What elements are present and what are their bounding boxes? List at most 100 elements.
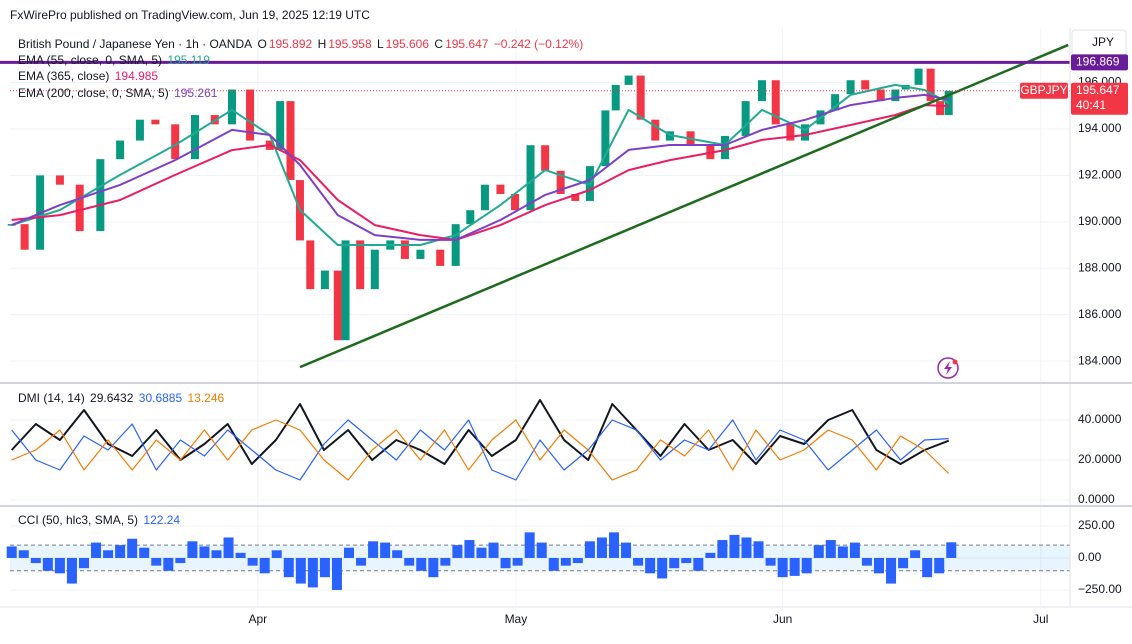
last-price-box <box>1071 82 1128 115</box>
y-tick-label: −250.00 <box>1078 582 1122 596</box>
candle <box>246 89 255 141</box>
ohlc-value: 195.892 <box>268 37 313 51</box>
cci-bar <box>163 557 174 571</box>
price-legend: British Pound / Japanese Yen · 1h · OAND… <box>18 37 585 51</box>
candle <box>831 94 840 111</box>
cci-bar <box>837 546 848 558</box>
cci-bar <box>54 557 65 574</box>
y-tick-label: 192.000 <box>1078 168 1122 182</box>
candle <box>611 84 620 111</box>
cci-bar <box>30 557 41 564</box>
candle <box>341 240 350 341</box>
cci-bar <box>500 557 511 569</box>
ohlc-label: C <box>434 37 444 51</box>
candle <box>436 249 445 266</box>
cci-bar <box>584 541 595 558</box>
candle <box>356 240 365 290</box>
candle <box>651 119 660 141</box>
cci-bar <box>633 557 644 566</box>
indicator-value: 195.261 <box>174 86 218 100</box>
indicator-value: 122.24 <box>143 513 181 527</box>
ohlc-label: O <box>257 37 267 51</box>
candle <box>861 80 870 90</box>
indicator-value: 30.6885 <box>138 391 183 405</box>
cci-bar <box>464 540 475 558</box>
candle <box>511 193 520 211</box>
ohlc-value: 195.647 <box>445 37 489 51</box>
cci-bar <box>548 557 559 571</box>
candle <box>171 124 180 160</box>
price-change: −0.242 (−0.12%) <box>493 37 584 51</box>
y-tick-label: 188.000 <box>1078 260 1122 274</box>
candle <box>306 240 315 290</box>
candle <box>846 80 855 95</box>
candle <box>20 224 29 250</box>
dmi-legend: DMI (14, 14) 29.6432 30.6885 13.246 <box>18 391 226 405</box>
cci-bar <box>139 547 150 558</box>
series-line <box>11 419 949 481</box>
cci-bar <box>946 542 957 558</box>
alert-dot <box>952 359 958 365</box>
cci-bar <box>705 552 716 558</box>
candle <box>227 89 236 125</box>
cci-bar <box>898 557 909 569</box>
candle <box>571 193 580 201</box>
x-tick-label: Jun <box>773 612 792 626</box>
cci-bar <box>331 557 342 590</box>
indicator-legend: EMA (55, close, 0, SMA, 5) 195.119 <box>18 53 212 67</box>
cci-bar <box>596 537 607 558</box>
x-tick-label: May <box>505 612 528 626</box>
x-tick-label: Jul <box>1033 612 1048 626</box>
cci-bar <box>187 541 198 558</box>
candle <box>876 89 885 102</box>
cci-bar <box>103 550 114 558</box>
alert-icon-bolt <box>944 361 952 375</box>
candle <box>891 89 900 102</box>
series-line <box>11 83 950 246</box>
candle <box>55 175 64 185</box>
cci-bar <box>488 542 499 558</box>
cci-bar <box>416 557 427 571</box>
indicator-name: CCI (50, hlc3, SMA, 5) <box>18 513 139 527</box>
trendline <box>299 43 1069 369</box>
candle <box>480 184 489 211</box>
cci-bar <box>753 541 764 558</box>
cci-bar <box>572 557 583 564</box>
marks-layer <box>0 43 1070 590</box>
y-tick-label: 20.0000 <box>1078 452 1122 466</box>
series-line <box>10 399 950 465</box>
indicator-value: 195.119 <box>167 53 210 67</box>
ohlc-label: H <box>317 37 327 51</box>
candle <box>771 80 780 125</box>
cci-bar <box>307 557 318 588</box>
cci-bar <box>825 540 836 558</box>
cci-bar <box>560 557 571 566</box>
cci-bar <box>78 557 89 569</box>
cci-bar <box>392 550 403 558</box>
y-tick-label: 0.00 <box>1078 550 1102 564</box>
candle <box>75 184 84 232</box>
candle <box>451 224 460 266</box>
cci-bar <box>789 557 800 576</box>
candle <box>926 68 935 102</box>
cci-bar <box>343 547 354 558</box>
candle <box>333 270 342 341</box>
x-tick-label: Apr <box>248 612 267 626</box>
cci-bar <box>849 542 860 558</box>
publisher-line: FxWirePro published on TradingView.com, … <box>10 8 370 22</box>
cci-bar <box>404 557 415 566</box>
y-tick-label: 194.000 <box>1078 121 1122 135</box>
candle <box>135 119 144 141</box>
cci-bar <box>621 542 632 558</box>
cci-bar <box>777 557 788 578</box>
series-line <box>11 93 949 241</box>
cci-bar <box>66 557 77 584</box>
cci-bar <box>295 557 306 584</box>
cci-bar <box>922 557 933 578</box>
cci-bar <box>681 557 692 564</box>
ohlc-value: 195.606 <box>385 37 430 51</box>
cci-bar <box>801 557 812 574</box>
cci-bar <box>934 557 945 574</box>
